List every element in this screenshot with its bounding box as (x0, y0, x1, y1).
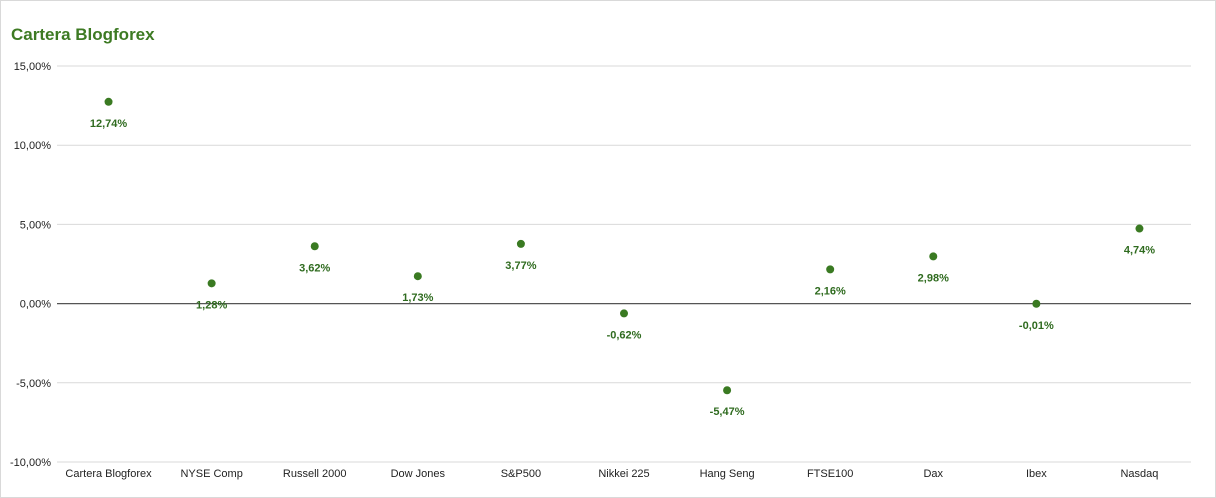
x-tick-label: Dax (923, 468, 943, 480)
y-tick-label: 10,00% (14, 140, 52, 152)
data-point (1032, 299, 1041, 308)
data-label: 1,73% (402, 292, 433, 304)
chart-title: Cartera Blogforex (11, 25, 155, 44)
data-point (207, 279, 216, 288)
y-tick-label: -10,00% (10, 457, 51, 469)
y-tick-label: -5,00% (16, 378, 51, 390)
x-tick-label: Nikkei 225 (598, 468, 649, 480)
data-label: -0,01% (1019, 320, 1054, 332)
y-tick-label: 15,00% (14, 61, 52, 73)
x-tick-label: S&P500 (501, 468, 541, 480)
data-label: 3,77% (505, 260, 536, 272)
x-tick-label: Russell 2000 (283, 468, 347, 480)
x-tick-label: Dow Jones (391, 468, 446, 480)
x-tick-label: Nasdaq (1120, 468, 1158, 480)
data-point (516, 239, 525, 248)
x-tick-label: Hang Seng (700, 468, 755, 480)
data-point (104, 97, 113, 106)
x-tick-label: FTSE100 (807, 468, 853, 480)
data-label: -5,47% (710, 406, 745, 418)
data-point (310, 242, 319, 251)
data-label: 1,28% (196, 299, 227, 311)
data-point (723, 386, 732, 395)
x-tick-label: NYSE Comp (180, 468, 242, 480)
data-point (413, 272, 422, 281)
data-label: 2,98% (918, 272, 949, 284)
data-label: 2,16% (815, 285, 846, 297)
data-point (826, 265, 835, 274)
x-tick-label: Cartera Blogforex (65, 468, 152, 480)
data-point (1135, 224, 1144, 233)
data-label: 12,74% (90, 118, 128, 130)
y-tick-label: 0,00% (20, 299, 51, 311)
data-point (929, 252, 938, 261)
y-tick-label: 5,00% (20, 219, 51, 231)
x-tick-label: Ibex (1026, 468, 1047, 480)
data-label: 3,62% (299, 262, 330, 274)
data-label: 4,74% (1124, 245, 1155, 257)
data-label: -0,62% (607, 329, 642, 341)
data-point (620, 309, 628, 318)
